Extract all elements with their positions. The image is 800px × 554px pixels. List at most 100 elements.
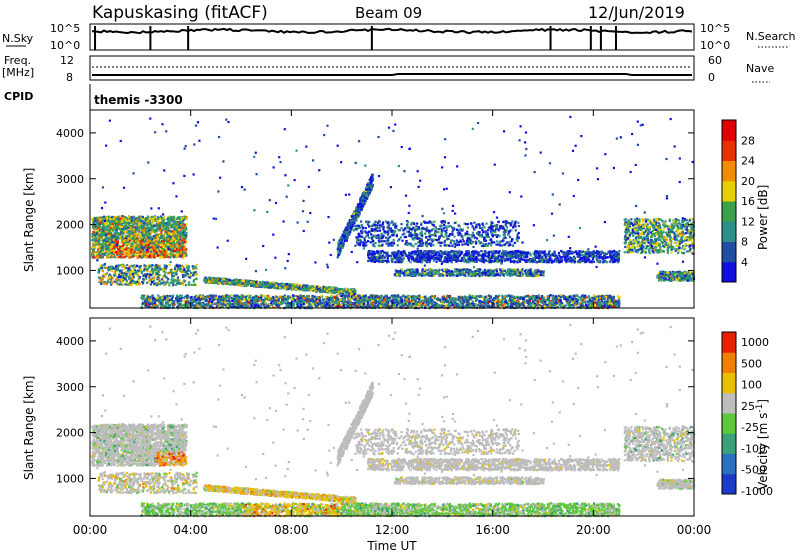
data-pixel xyxy=(117,265,120,268)
data-pixel xyxy=(139,240,143,243)
data-pixel xyxy=(275,295,278,299)
data-pixel xyxy=(575,298,578,301)
data-pixel xyxy=(166,218,169,221)
data-pixel xyxy=(100,282,103,285)
data-pixel xyxy=(176,267,180,270)
data-pixel xyxy=(94,225,97,228)
data-pixel xyxy=(543,296,546,299)
nave-tick-bottom: 0 xyxy=(708,71,715,84)
data-pixel xyxy=(116,256,119,259)
data-pixel xyxy=(169,235,172,239)
freq-label: Freq. xyxy=(4,54,31,67)
data-pixel xyxy=(142,274,145,277)
data-pixel xyxy=(138,223,141,226)
data-pixel xyxy=(94,224,97,227)
data-pixel xyxy=(116,253,119,257)
data-pixel xyxy=(98,245,101,248)
data-pixel xyxy=(529,297,532,301)
data-pixel xyxy=(156,297,159,300)
data-pixel xyxy=(543,304,546,308)
data-pixel xyxy=(195,298,198,301)
data-pixel xyxy=(108,276,111,279)
data-pixel xyxy=(155,228,158,231)
data-pixel xyxy=(147,215,150,218)
data-pixel xyxy=(311,294,314,298)
data-pixel xyxy=(197,296,200,299)
data-pixel xyxy=(387,298,391,301)
data-pixel xyxy=(184,248,187,251)
data-pixel xyxy=(117,276,121,279)
data-pixel xyxy=(153,254,156,257)
data-pixel xyxy=(172,233,175,236)
data-pixel xyxy=(526,305,530,308)
data-pixel xyxy=(150,220,153,223)
data-pixel xyxy=(113,241,117,245)
data-pixel xyxy=(123,225,126,228)
nsky-tick-bottom: 10^0 xyxy=(50,39,80,52)
data-pixel xyxy=(118,215,121,218)
data-pixel xyxy=(152,224,156,228)
data-pixel xyxy=(118,232,121,235)
data-pixel xyxy=(173,222,176,225)
data-pixel xyxy=(171,296,174,299)
data-pixel xyxy=(136,283,139,287)
data-pixel xyxy=(132,265,135,268)
data-pixel xyxy=(497,298,500,301)
data-pixel xyxy=(165,251,169,254)
nsky-trace xyxy=(91,27,693,35)
data-pixel xyxy=(145,218,148,221)
data-pixel xyxy=(178,219,181,222)
data-pixel xyxy=(447,304,451,308)
data-pixel xyxy=(149,237,152,240)
data-pixel xyxy=(165,232,169,235)
data-pixel xyxy=(179,267,182,271)
data-pixel xyxy=(140,235,143,239)
data-pixel xyxy=(414,295,418,298)
data-pixel xyxy=(173,245,176,248)
data-pixel xyxy=(174,219,177,222)
data-pixel xyxy=(153,274,156,277)
data-pixel xyxy=(118,221,121,224)
data-pixel xyxy=(172,253,175,256)
data-pixel xyxy=(581,294,584,298)
data-pixel xyxy=(92,238,96,241)
data-pixel xyxy=(128,234,131,237)
data-pixel xyxy=(451,296,454,300)
data-pixel xyxy=(135,232,138,235)
data-pixel xyxy=(195,263,198,266)
data-pixel xyxy=(174,227,177,230)
data-pixel xyxy=(204,303,208,306)
data-pixel xyxy=(131,216,134,219)
data-pixel xyxy=(178,282,181,285)
data-pixel xyxy=(184,226,188,230)
data-pixel xyxy=(174,235,177,238)
data-pixel xyxy=(172,239,175,242)
nsky-tick-bottom-right: 10^0 xyxy=(700,39,730,52)
data-pixel xyxy=(129,227,132,230)
data-pixel xyxy=(97,256,100,259)
data-pixel xyxy=(122,246,125,250)
data-pixel xyxy=(182,246,185,249)
data-pixel xyxy=(175,253,178,256)
data-pixel xyxy=(128,237,131,240)
data-pixel xyxy=(98,238,102,241)
data-pixel xyxy=(100,252,103,256)
data-pixel xyxy=(126,247,129,250)
data-pixel xyxy=(109,222,112,226)
data-pixel xyxy=(138,221,141,225)
data-pixel xyxy=(162,242,166,245)
data-pixel xyxy=(145,281,149,285)
data-pixel xyxy=(128,265,131,268)
data-pixel xyxy=(108,221,112,224)
data-pixel xyxy=(110,256,113,259)
data-pixel xyxy=(92,226,95,229)
data-pixel xyxy=(142,250,145,253)
data-pixel xyxy=(120,229,123,232)
data-pixel xyxy=(185,223,188,226)
data-pixel xyxy=(100,255,103,258)
data-pixel xyxy=(153,247,156,250)
data-pixel xyxy=(102,241,105,244)
data-pixel xyxy=(507,302,510,306)
data-pixel xyxy=(115,250,118,253)
data-pixel xyxy=(184,236,187,239)
